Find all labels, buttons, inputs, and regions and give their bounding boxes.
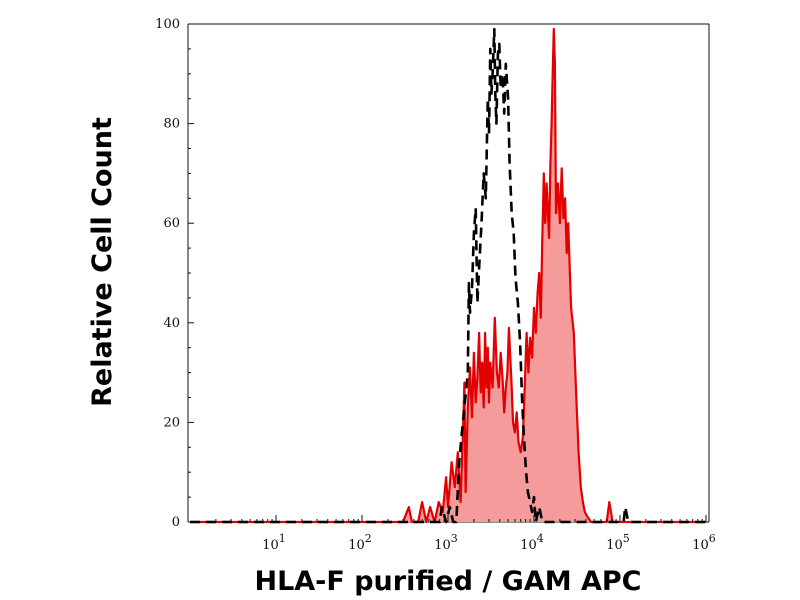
y-tick-label: 100 — [155, 17, 180, 32]
y-tick-label: 80 — [163, 117, 180, 132]
x-tick-label: 101 — [262, 532, 286, 553]
x-tick-label: 102 — [348, 532, 372, 553]
x-tick-label: 104 — [520, 532, 544, 553]
ticks-layer: 0 20 40 60 80 100 101 102 103 104 105 106 — [155, 17, 716, 553]
series-line-0 — [190, 27, 706, 524]
series-layer — [190, 27, 706, 524]
series-fill-0 — [190, 29, 706, 522]
y-tick-label: 20 — [163, 415, 180, 430]
plot-frame — [187, 23, 710, 523]
y-tick-label: 0 — [172, 515, 180, 530]
x-axis-title: HLA-F purified / GAM APC — [254, 566, 641, 597]
x-tick-label: 106 — [692, 532, 716, 553]
x-tick-label: 105 — [606, 532, 630, 553]
y-axis-title: Relative Cell Count — [87, 117, 118, 407]
x-tick-label: 103 — [434, 532, 458, 553]
y-tick-label: 40 — [163, 316, 180, 331]
series-line-1 — [190, 27, 706, 524]
y-tick-label: 60 — [163, 216, 180, 231]
